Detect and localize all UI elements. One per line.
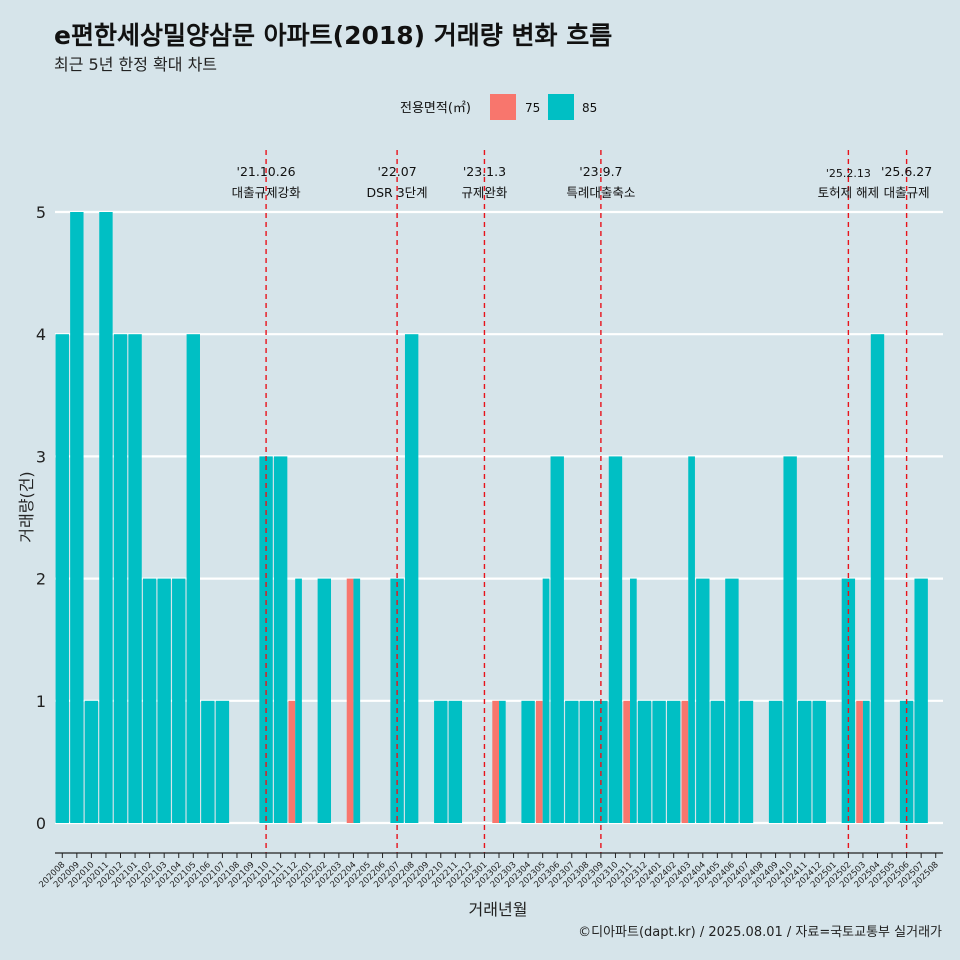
bar-202106-85 <box>201 700 215 823</box>
bar-202403-85 <box>688 456 695 823</box>
bar-202310-85 <box>608 456 623 823</box>
bar-202311-75 <box>623 700 631 823</box>
event-date-label: '25.6.27 <box>881 164 932 179</box>
legend-label-75: 75 <box>525 101 540 115</box>
bars <box>55 212 928 823</box>
bar-202010-85 <box>84 700 99 823</box>
bar-202103-85 <box>157 578 171 823</box>
bar-202410-85 <box>783 456 797 823</box>
y-tick-label: 0 <box>36 814 46 833</box>
bar-202312-85 <box>637 700 652 823</box>
event-label: DSR 3단계 <box>367 185 428 200</box>
y-tick-label: 2 <box>36 570 46 589</box>
bar-202309-85 <box>594 700 608 823</box>
legend: 전용면적(㎡) 75 85 <box>400 94 597 120</box>
bar-202107-85 <box>215 700 230 823</box>
bar-202406-85 <box>725 578 739 823</box>
bar-202504-85 <box>870 334 885 823</box>
y-tick-labels: 0 1 2 3 4 5 <box>36 203 46 833</box>
y-axis-title: 거래량(건) <box>17 471 36 542</box>
bar-202305-75 <box>535 700 543 823</box>
bar-202507-85 <box>914 578 928 823</box>
chart-title: e편한세상밀양삼문 아파트(2018) 거래량 변화 흐름 <box>54 21 612 50</box>
bar-202405-85 <box>710 700 725 823</box>
bar-202202-85 <box>317 578 332 823</box>
source-credit: ©디아파트(dapt.kr) / 2025.08.01 / 자료=국토교통부 실… <box>578 925 942 940</box>
bar-202102-85 <box>142 578 157 823</box>
event-date-label: '23.9.7 <box>579 164 622 179</box>
event-label: 대출규제강화 <box>232 185 302 200</box>
legend-title: 전용면적(㎡) <box>400 101 471 116</box>
bar-202204-85 <box>353 578 361 823</box>
bar-202111-85 <box>273 456 288 823</box>
bar-202407-85 <box>739 700 754 823</box>
event-annotations: '21.10.26 대출규제강화 '22.07 DSR 3단계 '23.1.3 규제완화 '… <box>232 150 932 853</box>
bar-202208-85 <box>404 334 419 823</box>
bar-202503-85 <box>862 700 870 823</box>
legend-label-85: 85 <box>582 101 597 115</box>
bar-202403-75 <box>681 700 689 823</box>
y-tick-label: 1 <box>36 692 46 711</box>
bar-202306-85 <box>550 456 564 823</box>
bar-202204-75 <box>346 578 354 823</box>
bar-202104-85 <box>172 578 186 823</box>
bar-202211-85 <box>448 700 463 823</box>
chart-subtitle: 최근 5년 한정 확대 차트 <box>54 55 217 74</box>
y-tick-label: 5 <box>36 203 46 222</box>
bar-202305-85 <box>542 578 550 823</box>
bar-202409-85 <box>768 700 783 823</box>
bar-202307-85 <box>565 700 579 823</box>
y-tick-label: 3 <box>36 447 46 466</box>
bar-202112-75 <box>288 700 296 823</box>
bar-202009-85 <box>70 212 84 823</box>
event-label: 토허제 해제 <box>818 185 879 200</box>
bar-202302-85 <box>499 700 506 823</box>
bar-202302-75 <box>492 700 499 823</box>
bar-202402-85 <box>666 700 681 823</box>
bar-202011-85 <box>99 212 113 823</box>
bar-202210-85 <box>434 700 448 823</box>
bar-202404-85 <box>696 578 710 823</box>
bar-202503-75 <box>856 700 863 823</box>
event-date-label: '22.07 <box>377 164 416 179</box>
event-date-label: '25.2.13 <box>826 167 871 180</box>
event-date-label: '21.10.26 <box>237 164 296 179</box>
y-tick-label: 4 <box>36 325 46 344</box>
bar-202112-85 <box>295 578 302 823</box>
bar-202105-85 <box>186 334 200 823</box>
legend-swatch-85 <box>548 94 574 120</box>
bar-202401-85 <box>652 700 666 823</box>
bar-202008-85 <box>55 334 69 823</box>
bar-202308-85 <box>579 700 594 823</box>
x-axis-title: 거래년월 <box>469 900 528 919</box>
bar-202412-85 <box>812 700 826 823</box>
bar-202304-85 <box>521 700 535 823</box>
legend-swatch-75 <box>490 94 516 120</box>
event-label: 대출규제 <box>884 185 930 200</box>
bar-202012-85 <box>113 334 128 823</box>
bar-202411-85 <box>798 700 812 823</box>
event-label: 특례대출축소 <box>566 185 635 200</box>
bar-202101-85 <box>128 334 142 823</box>
bar-202311-85 <box>630 578 637 823</box>
event-date-label: '23.1.3 <box>463 164 506 179</box>
bar-202506-85 <box>899 700 914 823</box>
event-label: 규제완화 <box>461 185 508 200</box>
